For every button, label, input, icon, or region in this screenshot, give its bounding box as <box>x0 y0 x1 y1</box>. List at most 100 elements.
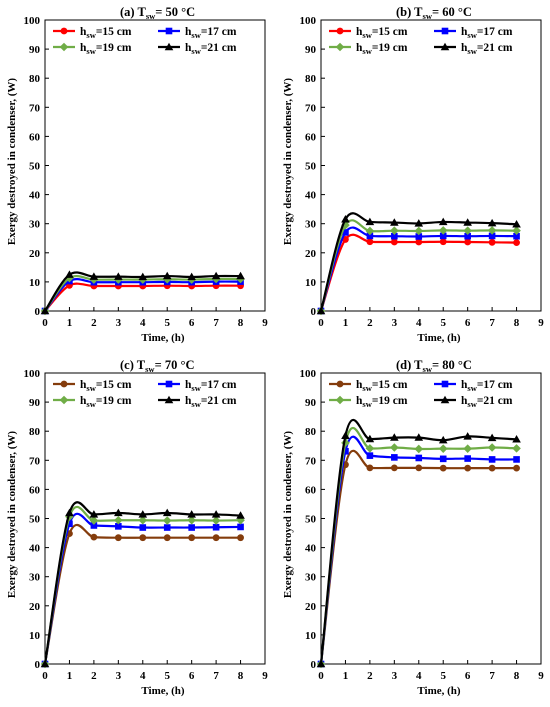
series-line <box>319 426 517 665</box>
data-point <box>390 464 398 472</box>
data-point <box>390 238 398 246</box>
plot-frame <box>44 19 266 312</box>
data-point <box>65 270 74 278</box>
data-point <box>187 272 196 281</box>
data-point <box>463 432 472 440</box>
x-tick-label: 7 <box>213 670 219 682</box>
data-point <box>487 443 497 452</box>
y-tick-label: 10 <box>305 277 317 289</box>
data-point <box>237 523 244 531</box>
x-tick-label: 8 <box>514 317 520 329</box>
legend-marker <box>165 380 173 388</box>
data-point <box>341 215 350 223</box>
data-point <box>211 271 221 280</box>
y-tick-label: 90 <box>305 44 317 56</box>
data-point <box>89 272 99 280</box>
data-point <box>365 226 375 236</box>
x-tick-label: 8 <box>514 670 520 682</box>
x-tick-label: 1 <box>343 670 349 682</box>
y-tick-label: 60 <box>29 131 41 143</box>
data-point <box>391 454 398 461</box>
y-tick-label: 60 <box>305 131 317 143</box>
legend-marker <box>440 395 450 404</box>
y-tick-label: 50 <box>305 161 317 173</box>
x-tick-label: 0 <box>318 670 324 682</box>
data-point <box>415 238 423 246</box>
data-point <box>365 434 375 443</box>
data-point <box>211 516 221 525</box>
x-tick-label: 1 <box>343 317 349 329</box>
x-tick-label: 0 <box>42 317 48 329</box>
y-tick-label: 80 <box>29 426 41 438</box>
data-point <box>415 233 423 240</box>
x-tick-label: 9 <box>262 670 268 682</box>
data-point <box>390 218 399 226</box>
x-tick-label: 0 <box>42 670 48 682</box>
data-point <box>212 523 220 531</box>
y-tick-label: 30 <box>29 572 41 584</box>
data-point <box>366 464 374 472</box>
data-point <box>66 520 73 528</box>
data-point <box>488 464 496 472</box>
data-point <box>212 534 220 542</box>
y-tick-label: 70 <box>29 102 41 114</box>
data-point <box>487 218 497 227</box>
data-point <box>342 447 349 455</box>
x-tick-label: 7 <box>213 317 219 329</box>
y-tick-label: 40 <box>305 190 317 202</box>
plot-frame <box>320 19 542 312</box>
data-point <box>464 238 472 246</box>
data-point <box>188 534 196 542</box>
y-axis-label: Exergy destroyed in condenser, (W) <box>6 431 18 598</box>
data-point <box>163 524 171 531</box>
data-point <box>236 511 245 519</box>
data-point <box>487 433 497 442</box>
data-point <box>65 273 74 283</box>
y-tick-label: 0 <box>311 659 317 671</box>
x-tick-label: 3 <box>392 317 398 329</box>
data-point <box>138 510 148 518</box>
y-tick-label: 50 <box>29 514 41 526</box>
data-point <box>414 226 424 236</box>
legend: hsw=15 cm hsw=17 cm hsw=19 cm hsw=21 cm <box>329 26 513 56</box>
legend-label: hsw=21 cm <box>185 395 237 409</box>
legend-marker <box>59 42 69 52</box>
data-point <box>488 238 496 246</box>
data-point <box>414 444 424 454</box>
data-point <box>90 522 98 529</box>
data-point <box>365 217 375 226</box>
x-tick-label: 8 <box>238 670 244 682</box>
legend-label: hsw=15 cm <box>80 379 132 393</box>
y-tick-label: 90 <box>29 397 41 409</box>
x-tick-label: 1 <box>67 670 73 682</box>
data-point <box>391 232 398 240</box>
x-tick-label: 3 <box>116 317 122 329</box>
legend-label: hsw=21 cm <box>461 42 513 56</box>
data-point <box>439 455 447 463</box>
chart-title: (c) Tsw= 70 °C <box>120 358 194 374</box>
legend-marker <box>59 395 69 405</box>
x-tick-label: 2 <box>91 317 97 329</box>
data-point <box>513 464 520 472</box>
y-tick-label: 30 <box>29 219 41 231</box>
data-point <box>115 523 122 530</box>
y-tick-label: 100 <box>300 15 317 27</box>
x-tick-label: 6 <box>189 670 195 682</box>
data-point <box>513 239 520 247</box>
data-point <box>40 306 50 315</box>
legend-label: hsw=21 cm <box>185 42 237 56</box>
data-point <box>40 659 50 668</box>
legend-label: hsw=17 cm <box>185 379 237 393</box>
legend-marker <box>335 42 345 52</box>
y-tick-label: 10 <box>29 630 41 642</box>
data-point <box>162 516 172 525</box>
legend-marker <box>336 27 344 35</box>
data-point <box>211 510 221 518</box>
data-point <box>366 238 374 246</box>
data-point <box>366 452 374 459</box>
y-tick-label: 20 <box>305 248 317 260</box>
data-point <box>464 464 472 472</box>
y-axis-label: Exergy destroyed in condenser, (W) <box>282 431 294 598</box>
chart-panel: 0 10 20 30 40 50 60 70 80 90 100 0 1 2 3 4 5 6 7 8 9 Time, (h… <box>282 358 544 697</box>
